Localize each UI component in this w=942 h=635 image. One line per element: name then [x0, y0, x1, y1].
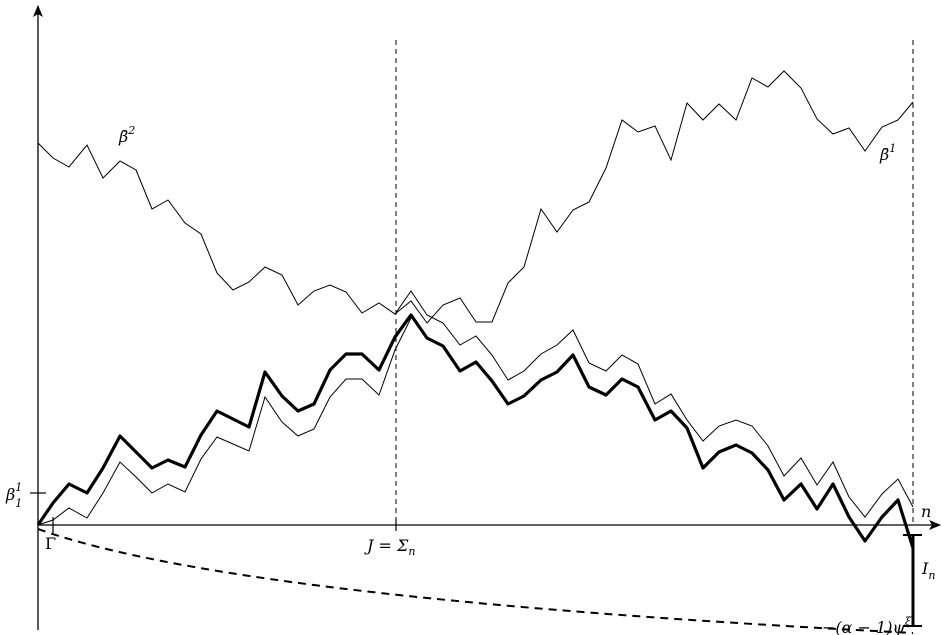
beta-bar-2-path — [37, 142, 914, 518]
label-alpha-psi: −(α − 1)ψξ — [822, 615, 912, 635]
label-gamma: Γ — [45, 534, 56, 553]
thin-lower-path — [37, 317, 412, 526]
dashed-lower-curve — [37, 528, 914, 634]
thick-path — [36, 313, 915, 549]
label-j-sigma: J = Σn — [364, 536, 415, 558]
label-i-n: In — [921, 559, 935, 582]
label-beta-1-1: β1 1 — [5, 481, 22, 510]
label-n-axis: n — [921, 502, 931, 521]
label-beta-bar-1: β̄1 — [879, 142, 896, 164]
label-beta-bar-2: β̄2 — [118, 124, 135, 146]
beta-bar-1-path — [394, 70, 914, 324]
